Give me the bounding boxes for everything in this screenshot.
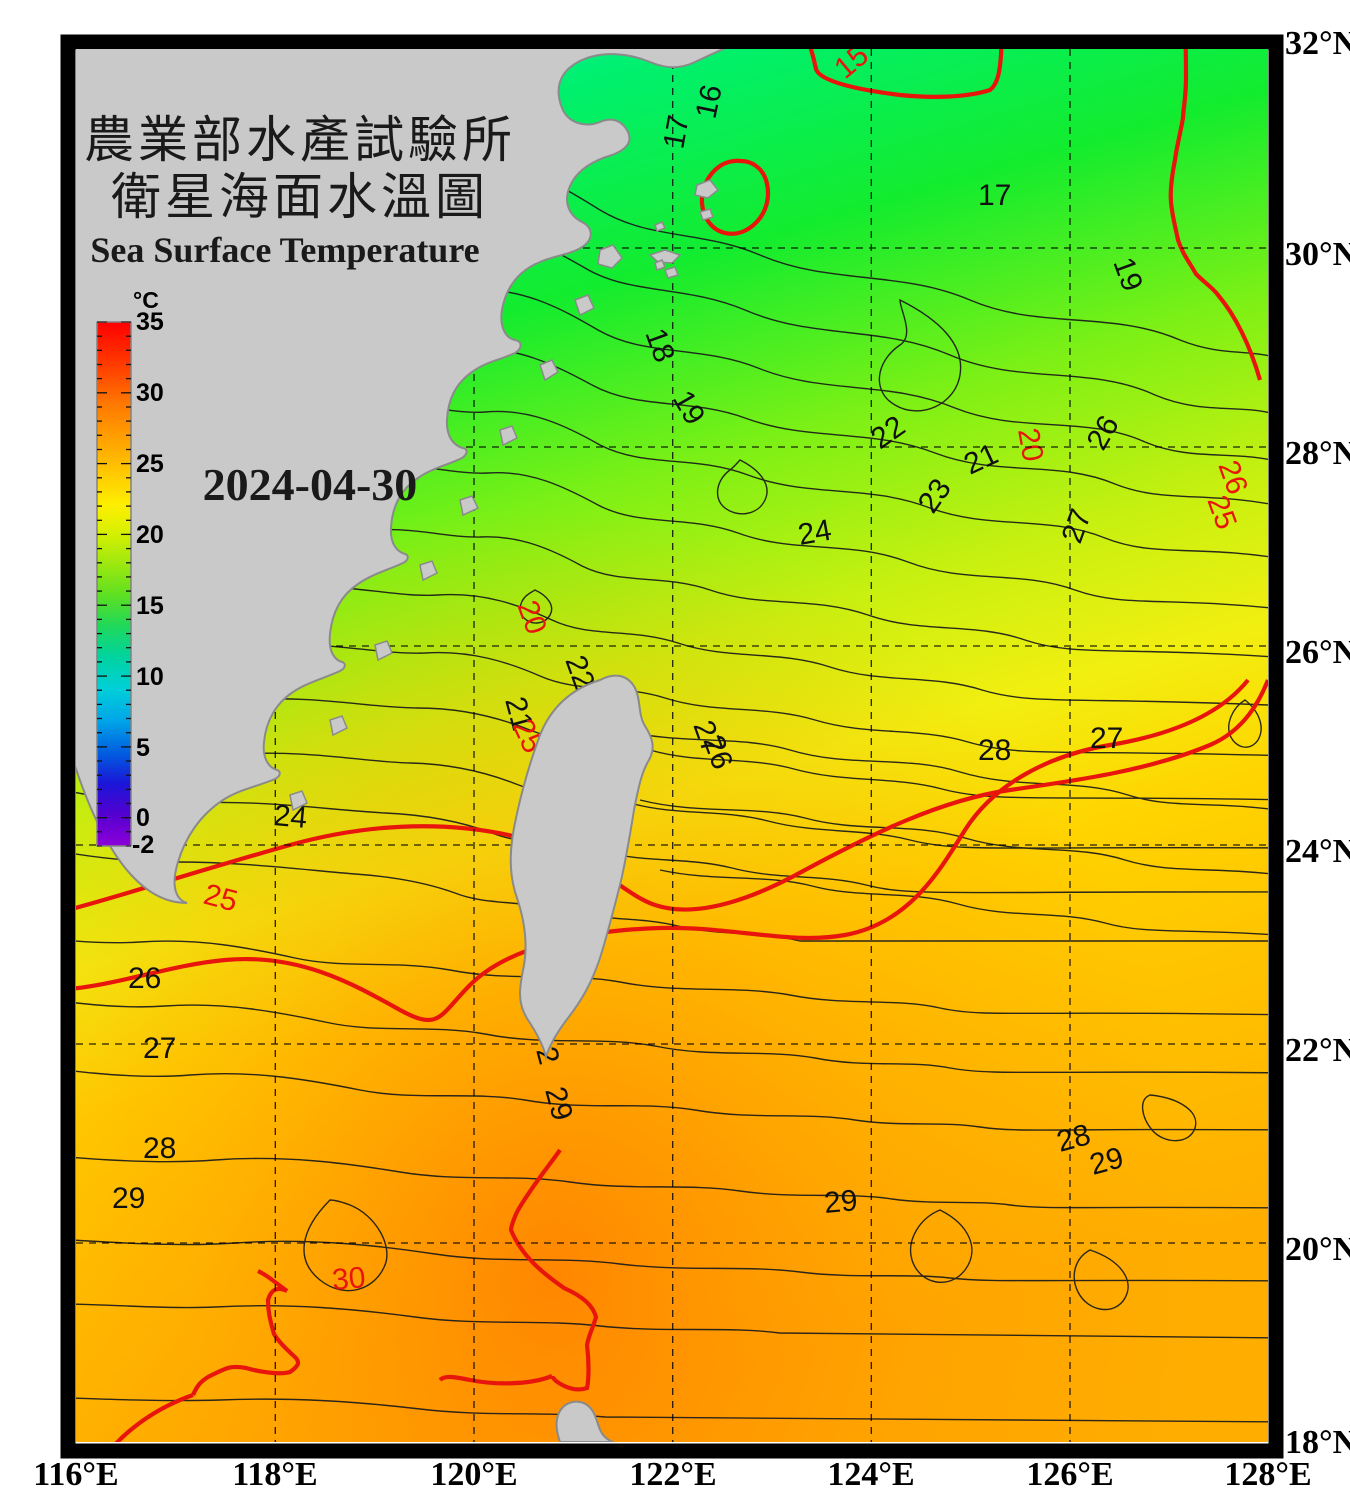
svg-text:17: 17 bbox=[978, 179, 1011, 212]
svg-text:30°N: 30°N bbox=[1285, 236, 1350, 273]
svg-text:2024-04-30: 2024-04-30 bbox=[203, 459, 418, 510]
svg-text:30: 30 bbox=[331, 1261, 367, 1297]
svg-text:20: 20 bbox=[136, 521, 164, 549]
svg-text:16: 16 bbox=[690, 82, 729, 122]
svg-text:27: 27 bbox=[1090, 722, 1123, 755]
svg-text:116°E: 116°E bbox=[33, 1456, 118, 1493]
svg-text:30: 30 bbox=[136, 379, 164, 407]
svg-text:35: 35 bbox=[136, 308, 164, 336]
svg-text:10: 10 bbox=[136, 663, 164, 691]
svg-text:28: 28 bbox=[143, 1132, 176, 1165]
svg-text:農業部水產試驗所: 農業部水產試驗所 bbox=[84, 112, 516, 168]
svg-text:17: 17 bbox=[657, 113, 695, 152]
svg-text:24: 24 bbox=[795, 514, 834, 552]
svg-text:Sea Surface Temperature: Sea Surface Temperature bbox=[90, 230, 479, 270]
svg-text:27: 27 bbox=[143, 1032, 176, 1065]
svg-text:28°N: 28°N bbox=[1285, 435, 1350, 472]
svg-text:26: 26 bbox=[128, 962, 161, 995]
svg-text:29: 29 bbox=[823, 1184, 859, 1220]
svg-text:120°E: 120°E bbox=[430, 1456, 517, 1493]
svg-text:衛星海面水溫圖: 衛星海面水溫圖 bbox=[111, 169, 489, 225]
svg-text:0: 0 bbox=[136, 804, 150, 832]
svg-text:26°N: 26°N bbox=[1285, 634, 1350, 671]
svg-text:128°E: 128°E bbox=[1224, 1456, 1311, 1493]
svg-text:5: 5 bbox=[136, 734, 150, 762]
svg-text:-2: -2 bbox=[132, 831, 154, 859]
svg-text:24°N: 24°N bbox=[1285, 833, 1350, 870]
svg-text:122°E: 122°E bbox=[629, 1456, 716, 1493]
svg-text:124°E: 124°E bbox=[827, 1456, 914, 1493]
svg-text:32°N: 32°N bbox=[1285, 25, 1350, 62]
svg-text:20: 20 bbox=[1011, 425, 1049, 464]
svg-text:25: 25 bbox=[136, 450, 164, 478]
svg-text:28: 28 bbox=[978, 734, 1011, 767]
svg-text:15: 15 bbox=[136, 592, 164, 620]
svg-text:118°E: 118°E bbox=[232, 1456, 317, 1493]
svg-text:20°N: 20°N bbox=[1285, 1231, 1350, 1268]
svg-text:22°N: 22°N bbox=[1285, 1032, 1350, 1069]
svg-text:29: 29 bbox=[112, 1182, 145, 1215]
svg-text:126°E: 126°E bbox=[1026, 1456, 1113, 1493]
